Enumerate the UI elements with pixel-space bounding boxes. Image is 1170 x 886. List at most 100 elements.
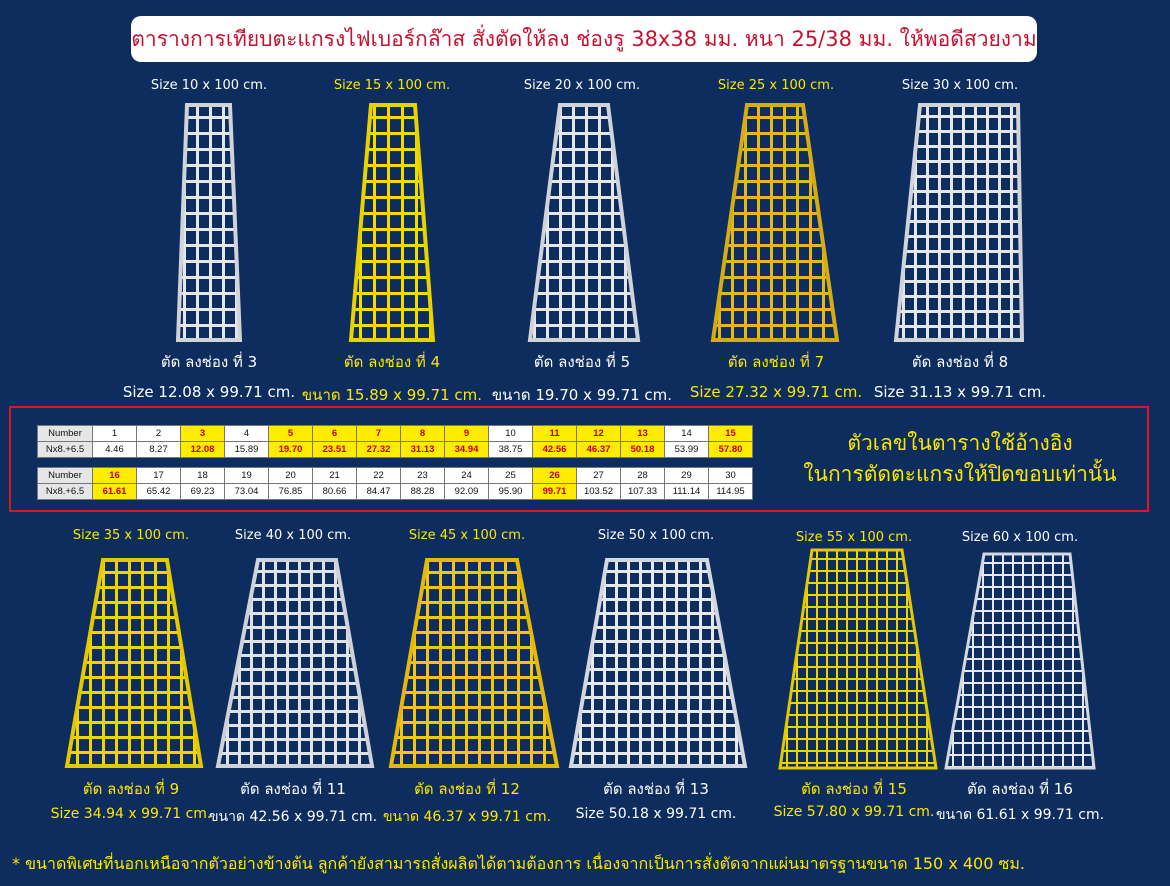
cut-label: ตัด ลงช่อง ที่ 4 xyxy=(343,353,441,371)
table-cell: 69.23 xyxy=(180,483,225,500)
item-size-label: Size 60 x 100 cm. xyxy=(961,530,1079,545)
table-cell: 18 xyxy=(180,467,225,484)
table-cell: 76.85 xyxy=(268,483,313,500)
table-cell: 28 xyxy=(620,467,665,484)
table-cell: 4.46 xyxy=(92,441,137,458)
table-cell: 9 xyxy=(444,425,489,442)
dimension-label: ขนาด 61.61 x 99.71 cm. xyxy=(935,807,1105,823)
table-cell: 14 xyxy=(664,425,709,442)
table-cell: 38.75 xyxy=(488,441,533,458)
table-cell: 11 xyxy=(532,425,577,442)
grating-image xyxy=(893,103,1025,342)
item-size-label: Size 50 x 100 cm. xyxy=(597,528,715,543)
table-row-value: Nx8.+6.5 4.46 8.27 12.08 15.89 19.70 23.51 27.3… xyxy=(37,441,753,458)
table-cell: 8 xyxy=(400,425,445,442)
grating-image xyxy=(348,103,436,342)
table-row-label: Number xyxy=(37,425,93,442)
table-cell: 5 xyxy=(268,425,313,442)
table-cell: 114.95 xyxy=(708,483,753,500)
reference-note-line: ตัวเลขในตารางใช้อ้างอิง xyxy=(847,431,1073,455)
dimension-label: ขนาด 15.89 x 99.71 cm. xyxy=(301,386,483,404)
table-cell: 80.66 xyxy=(312,483,357,500)
table-row-number: Number 1 2 3 4 5 6 7 8 9 10 11 12 13 14 15 xyxy=(37,425,753,442)
table-cell: 17 xyxy=(136,467,181,484)
cut-label: ตัด ลงช่อง ที่ 12 xyxy=(414,780,520,798)
table-cell: 99.71 xyxy=(532,483,577,500)
table-cell: 15.89 xyxy=(224,441,269,458)
grating-image xyxy=(175,103,243,342)
table-cell: 21 xyxy=(312,467,357,484)
item-size-label: Size 10 x 100 cm. xyxy=(150,78,268,93)
table-cell: 15 xyxy=(708,425,753,442)
table-cell: 30 xyxy=(708,467,753,484)
table-cell: 61.61 xyxy=(92,483,137,500)
table-cell: 53.99 xyxy=(664,441,709,458)
dimension-label: Size 34.94 x 99.71 cm. xyxy=(50,806,212,822)
dimension-label: Size 50.18 x 99.71 cm. xyxy=(575,806,737,822)
grating-image xyxy=(388,558,560,768)
reference-table-upper: Number 1 2 3 4 5 6 7 8 9 10 11 12 13 14 15 Nx8.+6.5 4.46 8… xyxy=(37,425,753,458)
table-cell: 34.94 xyxy=(444,441,489,458)
table-cell: 29 xyxy=(664,467,709,484)
table-cell: 2 xyxy=(136,425,181,442)
table-cell: 8.27 xyxy=(136,441,181,458)
table-cell: 42.56 xyxy=(532,441,577,458)
cut-label: ตัด ลงช่อง ที่ 13 xyxy=(603,780,709,798)
table-cell: 24 xyxy=(444,467,489,484)
table-cell: 107.33 xyxy=(620,483,665,500)
table-cell: 10 xyxy=(488,425,533,442)
table-cell: 26 xyxy=(532,467,577,484)
table-cell: 19.70 xyxy=(268,441,313,458)
table-cell: 65.42 xyxy=(136,483,181,500)
table-cell: 7 xyxy=(356,425,401,442)
table-cell: 12.08 xyxy=(180,441,225,458)
table-cell: 84.47 xyxy=(356,483,401,500)
cut-label: ตัด ลงช่อง ที่ 3 xyxy=(160,353,258,371)
dimension-label: ขนาด 42.56 x 99.71 cm. xyxy=(208,809,378,825)
item-size-label: Size 35 x 100 cm. xyxy=(72,528,190,543)
item-size-label: Size 45 x 100 cm. xyxy=(408,528,526,543)
table-cell: 92.09 xyxy=(444,483,489,500)
table-cell: 73.04 xyxy=(224,483,269,500)
table-cell: 3 xyxy=(180,425,225,442)
table-cell: 46.37 xyxy=(576,441,621,458)
cut-label: ตัด ลงช่อง ที่ 9 xyxy=(82,780,180,798)
cut-label: ตัด ลงช่อง ที่ 8 xyxy=(911,353,1009,371)
table-cell: 4 xyxy=(224,425,269,442)
table-cell: 22 xyxy=(356,467,401,484)
table-cell: 103.52 xyxy=(576,483,621,500)
table-cell: 31.13 xyxy=(400,441,445,458)
grating-image xyxy=(710,103,840,342)
table-cell: 88.28 xyxy=(400,483,445,500)
item-size-label: Size 55 x 100 cm. xyxy=(795,530,913,545)
page-title: ตารางการเทียบตะแกรงไฟเบอร์กล๊าส สั่งตัดใ… xyxy=(131,16,1037,62)
table-cell: 23.51 xyxy=(312,441,357,458)
grating-image xyxy=(778,548,938,770)
item-size-label: Size 25 x 100 cm. xyxy=(717,78,835,93)
cut-label: ตัด ลงช่อง ที่ 16 xyxy=(967,780,1073,798)
table-cell: 111.14 xyxy=(664,483,709,500)
item-size-label: Size 15 x 100 cm. xyxy=(333,78,451,93)
table-cell: 1 xyxy=(92,425,137,442)
table-row-label: Nx8.+6.5 xyxy=(37,441,93,458)
table-cell: 20 xyxy=(268,467,313,484)
reference-note-line: ในการตัดตะแกรงให้ปิดขอบเท่านั้น xyxy=(803,462,1117,486)
item-size-label: Size 40 x 100 cm. xyxy=(234,528,352,543)
table-cell: 6 xyxy=(312,425,357,442)
table-cell: 23 xyxy=(400,467,445,484)
grating-image xyxy=(527,103,641,342)
table-cell: 19 xyxy=(224,467,269,484)
cut-label: ตัด ลงช่อง ที่ 11 xyxy=(240,780,346,798)
cut-label: ตัด ลงช่อง ที่ 7 xyxy=(727,353,825,371)
dimension-label: Size 57.80 x 99.71 cm. xyxy=(773,804,935,820)
reference-note: ตัวเลขในตารางใช้อ้างอิง ในการตัดตะแกรงให… xyxy=(780,428,1140,490)
cut-label: ตัด ลงช่อง ที่ 5 xyxy=(533,353,631,371)
table-cell: 27.32 xyxy=(356,441,401,458)
dimension-label: Size 27.32 x 99.71 cm. xyxy=(689,383,863,401)
grating-image xyxy=(64,558,204,768)
table-row-label: Number xyxy=(37,467,93,484)
table-cell: 16 xyxy=(92,467,137,484)
table-row-label: Nx8.+6.5 xyxy=(37,483,93,500)
table-cell: 57.80 xyxy=(708,441,753,458)
table-cell: 95.90 xyxy=(488,483,533,500)
